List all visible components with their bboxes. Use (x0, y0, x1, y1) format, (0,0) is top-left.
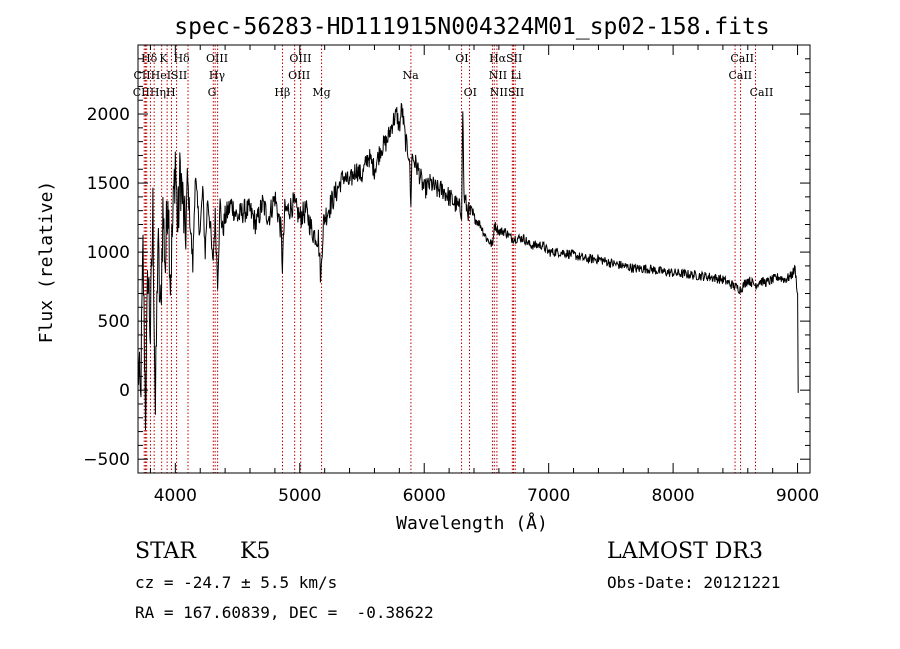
line-label: NII Li (489, 69, 522, 82)
plot-axes (137, 44, 811, 474)
y-tick-label: −500 (83, 450, 130, 470)
line-label: OIII (289, 52, 311, 65)
line-label: Hβ (274, 86, 290, 99)
x-tick-label: 9000 (776, 486, 819, 506)
y-tick-label: 2000 (87, 105, 130, 125)
x-tick-label: 8000 (651, 486, 694, 506)
object-subclass: K5 (240, 539, 271, 564)
line-label: OIII (206, 52, 228, 65)
x-tick-label: 6000 (403, 486, 446, 506)
line-label: CaII (750, 86, 774, 99)
line-label: K (159, 52, 168, 65)
spectral-line-markers (143, 45, 756, 473)
x-axis-label: Wavelength (Å) (396, 512, 548, 534)
line-label: CaII (728, 69, 752, 82)
spectrum-line (137, 103, 799, 431)
x-tick-label: 7000 (527, 486, 570, 506)
y-tick-label: 500 (98, 312, 130, 332)
plot-frame (137, 44, 811, 474)
line-label: Hδ (173, 52, 190, 65)
axis-ticks: 4000 5000 6000 7000 8000 9000 −500 0 500 1000 1500… (83, 45, 819, 506)
line-label: OI (455, 52, 468, 65)
y-axis-label: Flux (relative) (36, 181, 57, 344)
coordinates: RA = 167.60839, DEC = -0.38622 (135, 603, 434, 622)
line-label: HαSII (489, 52, 522, 65)
chart-title: spec-56283-HD111915N004324M01_sp02-158.f… (174, 14, 769, 40)
line-label: Hδ (141, 52, 158, 65)
line-label: Hγ (209, 69, 226, 82)
spectrum-series (137, 103, 799, 431)
redshift-velocity: cz = -24.7 ± 5.5 km/s (135, 573, 338, 592)
object-class: STAR (135, 539, 196, 564)
line-label: CIIHeISII (134, 69, 188, 82)
y-tick-label: 1000 (87, 243, 130, 263)
line-label: G (208, 86, 217, 99)
observation-date: Obs-Date: 20121221 (607, 573, 781, 592)
y-tick-label: 0 (119, 381, 130, 401)
line-label: OIII (288, 69, 310, 82)
y-tick-label: 1500 (87, 174, 130, 194)
line-label: CaII (730, 52, 754, 65)
line-label: CIIHηH (133, 86, 176, 99)
line-label: Mg (312, 86, 330, 99)
x-tick-label: 4000 (154, 486, 197, 506)
line-label: Na (402, 69, 419, 82)
line-label: NIISII (490, 86, 525, 99)
x-tick-label: 5000 (278, 486, 321, 506)
line-label: OI (464, 86, 477, 99)
survey-name: LAMOST DR3 (607, 539, 763, 564)
